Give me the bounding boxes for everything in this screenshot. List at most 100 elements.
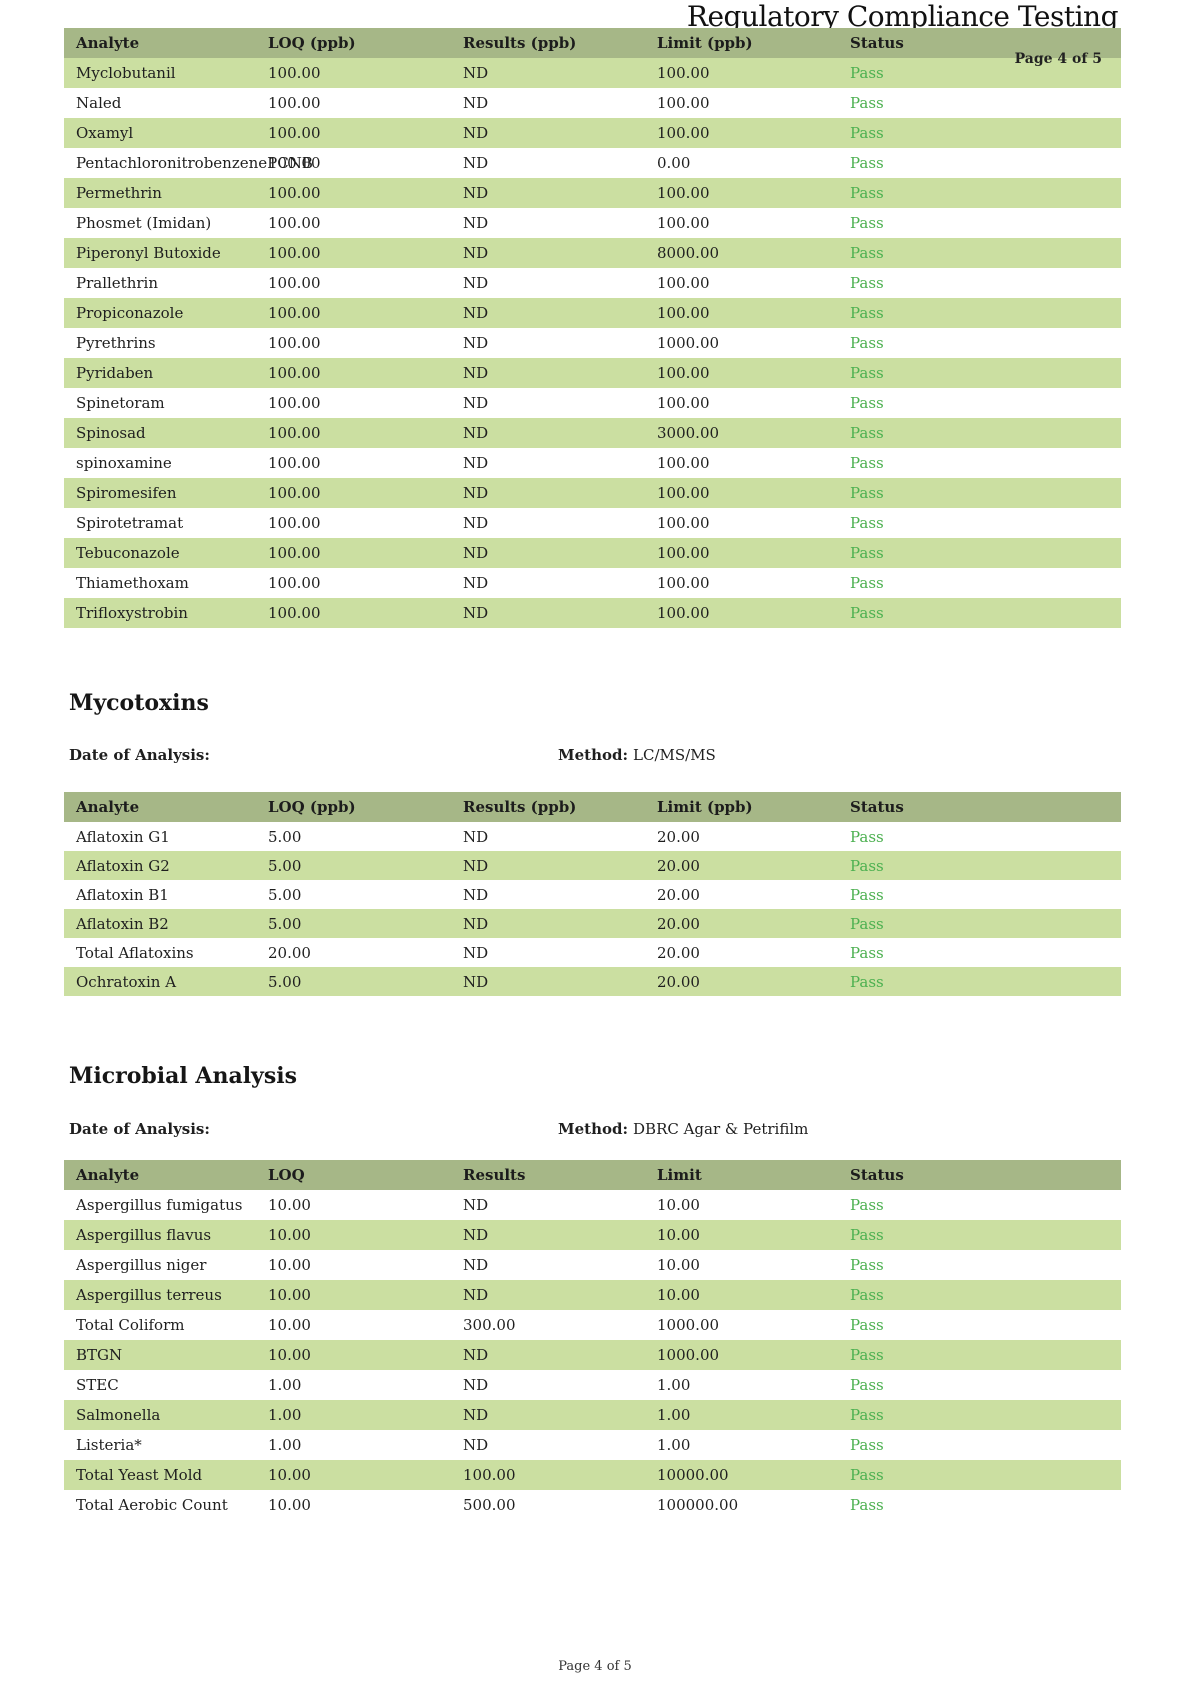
- loq-cell: 100.00: [268, 154, 321, 172]
- column-header-loq: LOQ (ppb): [268, 34, 356, 52]
- status-pass-cell: Pass: [850, 334, 884, 352]
- pesticides-results-table: Analyte LOQ (ppb) Results (ppb) Limit (p…: [64, 28, 1121, 628]
- microbial-meta-line: Date of Analysis: Method: DBRC Agar & Pet…: [69, 1120, 1121, 1140]
- column-header-status: Status: [850, 798, 904, 816]
- limit-cell: 100.00: [657, 214, 710, 232]
- analyte-cell: PentachloronitrobenzenePCNB: [76, 154, 313, 172]
- results-cell: ND: [463, 484, 489, 502]
- loq-cell: 100.00: [268, 124, 321, 142]
- analyte-cell: Spirotetramat: [76, 514, 184, 532]
- results-cell: ND: [463, 334, 489, 352]
- table-row: Total Coliform 10.00 300.00 1000.00 Pass: [64, 1310, 1121, 1340]
- status-pass-cell: Pass: [850, 943, 884, 962]
- limit-cell: 10.00: [657, 1226, 700, 1244]
- loq-cell: 10.00: [268, 1196, 311, 1214]
- limit-cell: 20.00: [657, 827, 700, 846]
- table-row: Phosmet (Imidan) 100.00 ND 100.00 Pass: [64, 208, 1121, 238]
- analyte-cell: Permethrin: [76, 184, 162, 202]
- status-pass-cell: Pass: [850, 1256, 884, 1274]
- status-pass-cell: Pass: [850, 1406, 884, 1424]
- status-pass-cell: Pass: [850, 1436, 884, 1454]
- column-header-analyte: Analyte: [76, 1166, 140, 1184]
- status-pass-cell: Pass: [850, 124, 884, 142]
- loq-cell: 10.00: [268, 1316, 311, 1334]
- analyte-cell: Pyridaben: [76, 364, 154, 382]
- status-pass-cell: Pass: [850, 827, 884, 846]
- column-header-analyte: Analyte: [76, 798, 140, 816]
- results-cell: ND: [463, 1406, 489, 1424]
- limit-cell: 1000.00: [657, 1316, 720, 1334]
- status-pass-cell: Pass: [850, 274, 884, 292]
- method-label: Method:: [558, 746, 629, 764]
- table-row: STEC 1.00 ND 1.00 Pass: [64, 1370, 1121, 1400]
- loq-cell: 100.00: [268, 64, 321, 82]
- status-pass-cell: Pass: [850, 304, 884, 322]
- status-pass-cell: Pass: [850, 1346, 884, 1364]
- results-cell: ND: [463, 544, 489, 562]
- table-row: Piperonyl Butoxide 100.00 ND 8000.00 Pas…: [64, 238, 1121, 268]
- analyte-cell: Prallethrin: [76, 274, 158, 292]
- column-header-results: Results: [463, 1166, 526, 1184]
- status-pass-cell: Pass: [850, 94, 884, 112]
- column-header-loq: LOQ: [268, 1166, 305, 1184]
- microbial-results-table: Analyte LOQ Results Limit Status Aspergi…: [64, 1160, 1121, 1520]
- results-cell: ND: [463, 1226, 489, 1244]
- results-cell: ND: [463, 244, 489, 262]
- loq-cell: 100.00: [268, 94, 321, 112]
- status-pass-cell: Pass: [850, 1316, 884, 1334]
- results-cell: ND: [463, 604, 489, 622]
- table-row: Tebuconazole 100.00 ND 100.00 Pass: [64, 538, 1121, 568]
- loq-cell: 100.00: [268, 274, 321, 292]
- analyte-cell: Aspergillus terreus: [76, 1286, 222, 1304]
- table-row: Total Aerobic Count 10.00 500.00 100000.…: [64, 1490, 1121, 1520]
- loq-cell: 100.00: [268, 574, 321, 592]
- analyte-cell: Propiconazole: [76, 304, 184, 322]
- limit-cell: 100.00: [657, 304, 710, 322]
- table-row: Aflatoxin G1 5.00 ND 20.00 Pass: [64, 822, 1121, 851]
- analyte-cell: Aspergillus flavus: [76, 1226, 212, 1244]
- results-cell: ND: [463, 154, 489, 172]
- status-pass-cell: Pass: [850, 1196, 884, 1214]
- results-cell: ND: [463, 574, 489, 592]
- analyte-cell: Thiamethoxam: [76, 574, 189, 592]
- loq-cell: 5.00: [268, 827, 302, 846]
- results-cell: ND: [463, 124, 489, 142]
- table-row: Salmonella 1.00 ND 1.00 Pass: [64, 1400, 1121, 1430]
- method-label: Method:: [558, 1120, 629, 1138]
- column-header-loq: LOQ (ppb): [268, 798, 356, 816]
- status-pass-cell: Pass: [850, 364, 884, 382]
- status-pass-cell: Pass: [850, 244, 884, 262]
- table-header-row: Analyte LOQ Results Limit Status: [64, 1160, 1121, 1190]
- loq-cell: 100.00: [268, 604, 321, 622]
- limit-cell: 1000.00: [657, 1346, 720, 1364]
- status-pass-cell: Pass: [850, 64, 884, 82]
- analyte-cell: Spinetoram: [76, 394, 165, 412]
- loq-cell: 10.00: [268, 1256, 311, 1274]
- analyte-cell: Aspergillus fumigatus: [76, 1196, 243, 1214]
- analyte-cell: Ochratoxin A: [76, 972, 177, 991]
- analyte-cell: spinoxamine: [76, 454, 172, 472]
- page-indicator-top: Page 4 of 5: [1014, 51, 1102, 67]
- results-cell: ND: [463, 64, 489, 82]
- table-header-row: Analyte LOQ (ppb) Results (ppb) Limit (p…: [64, 792, 1121, 822]
- loq-cell: 100.00: [268, 184, 321, 202]
- table-row: Aspergillus niger 10.00 ND 10.00 Pass: [64, 1250, 1121, 1280]
- limit-cell: 100.00: [657, 574, 710, 592]
- analyte-cell: Total Aflatoxins: [76, 943, 194, 962]
- footer-page-label: Page 4 of 5: [558, 1659, 632, 1674]
- table-row: PentachloronitrobenzenePCNB 100.00 ND 0.…: [64, 148, 1121, 178]
- status-pass-cell: Pass: [850, 544, 884, 562]
- column-header-limit: Limit (ppb): [657, 34, 753, 52]
- limit-cell: 100.00: [657, 454, 710, 472]
- status-pass-cell: Pass: [850, 856, 884, 875]
- results-cell: ND: [463, 424, 489, 442]
- results-cell: ND: [463, 274, 489, 292]
- limit-cell: 100.00: [657, 544, 710, 562]
- mycotoxins-meta-line: Date of Analysis: Method: LC/MS/MS: [69, 746, 1121, 766]
- analyte-cell: Aspergillus niger: [76, 1256, 207, 1274]
- status-pass-cell: Pass: [850, 184, 884, 202]
- loq-cell: 10.00: [268, 1466, 311, 1484]
- analyte-cell: Salmonella: [76, 1406, 161, 1424]
- status-pass-cell: Pass: [850, 394, 884, 412]
- method-value: DBRC Agar & Petrifilm: [633, 1120, 809, 1138]
